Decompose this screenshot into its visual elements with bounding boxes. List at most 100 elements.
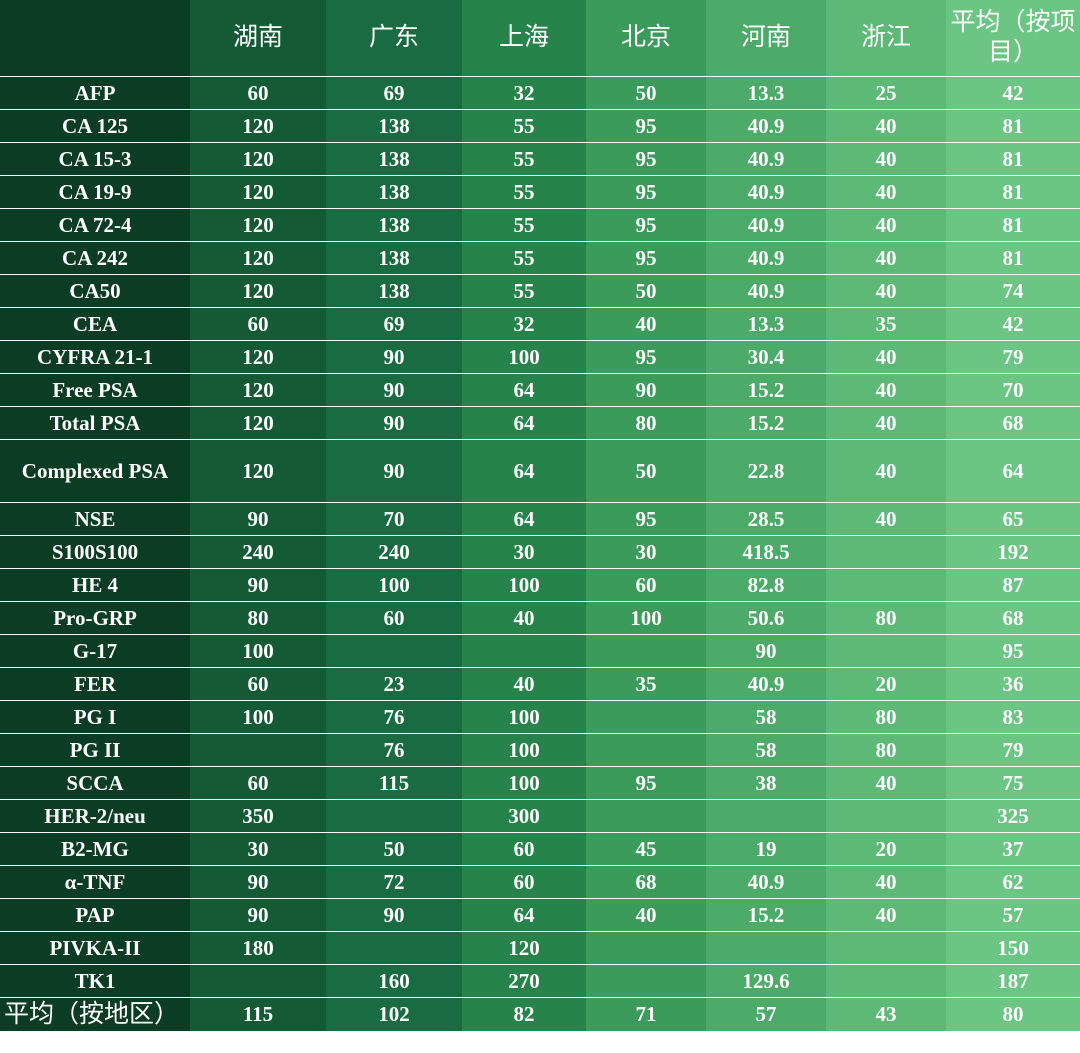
table-row: α-TNF 90 72 60 68 40.9 40 62 xyxy=(0,865,1080,899)
table-cell: 69 xyxy=(326,307,462,341)
row-label: NSE xyxy=(0,502,190,536)
table-cell: 40 xyxy=(826,406,946,440)
table-cell: 68 xyxy=(946,406,1080,440)
table-row: CA 72-4 120 138 55 95 40.9 40 81 xyxy=(0,208,1080,242)
table-cell: 40.9 xyxy=(706,175,826,209)
table-cell: 138 xyxy=(326,274,462,308)
table-cell: 58 xyxy=(706,700,826,734)
table-row: G-17 100 90 95 xyxy=(0,634,1080,668)
table-cell: 76 xyxy=(326,700,462,734)
table-cell: 55 xyxy=(462,109,586,143)
table-cell: 69 xyxy=(326,76,462,110)
table-cell: 138 xyxy=(326,241,462,275)
table-cell: 42 xyxy=(946,307,1080,341)
table-cell: 50 xyxy=(586,439,706,503)
table-cell: 60 xyxy=(462,865,586,899)
table-cell xyxy=(586,700,706,734)
footer-row: 平均（按地区） 115 102 82 71 57 43 80 xyxy=(0,997,1080,1032)
table-cell: 40.9 xyxy=(706,208,826,242)
table-cell: 40.9 xyxy=(706,274,826,308)
table-cell: 68 xyxy=(586,865,706,899)
table-cell: 40.9 xyxy=(706,241,826,275)
table-cell xyxy=(190,964,326,998)
table-cell: 30 xyxy=(462,535,586,569)
row-label: PG II xyxy=(0,733,190,767)
table-cell: 40 xyxy=(826,766,946,800)
table-cell: 45 xyxy=(586,832,706,866)
table-cell: 95 xyxy=(586,340,706,374)
table-cell: 19 xyxy=(706,832,826,866)
table-cell: 90 xyxy=(326,373,462,407)
row-label: CEA xyxy=(0,307,190,341)
table-cell: 80 xyxy=(826,601,946,635)
footer-cell: 43 xyxy=(826,997,946,1032)
table-cell: 40 xyxy=(826,439,946,503)
table-row: Total PSA 120 90 64 80 15.2 40 68 xyxy=(0,406,1080,440)
table-cell: 138 xyxy=(326,175,462,209)
table-cell xyxy=(586,634,706,668)
table-row: CEA 60 69 32 40 13.3 35 42 xyxy=(0,307,1080,341)
table-cell: 82.8 xyxy=(706,568,826,602)
table-cell: 40 xyxy=(826,340,946,374)
footer-cell: 57 xyxy=(706,997,826,1032)
row-label: CA50 xyxy=(0,274,190,308)
table-row: CA 15-3 120 138 55 95 40.9 40 81 xyxy=(0,142,1080,176)
table-cell: 40 xyxy=(586,898,706,932)
table-cell xyxy=(326,799,462,833)
table-cell: 42 xyxy=(946,76,1080,110)
table-cell: 55 xyxy=(462,274,586,308)
row-label: α-TNF xyxy=(0,865,190,899)
row-label: HE 4 xyxy=(0,568,190,602)
table-cell: 90 xyxy=(326,406,462,440)
table-cell xyxy=(326,634,462,668)
table-row: CA50 120 138 55 50 40.9 40 74 xyxy=(0,274,1080,308)
header-shanghai: 上海 xyxy=(462,0,586,77)
header-henan: 河南 xyxy=(706,0,826,77)
row-label: S100S100 xyxy=(0,535,190,569)
table-cell xyxy=(326,931,462,965)
table-cell: 90 xyxy=(326,898,462,932)
row-label: HER-2/neu xyxy=(0,799,190,833)
table-cell: 22.8 xyxy=(706,439,826,503)
table-cell: 138 xyxy=(326,208,462,242)
table-cell: 57 xyxy=(946,898,1080,932)
table-cell: 36 xyxy=(946,667,1080,701)
table-cell: 40 xyxy=(586,307,706,341)
table-cell: 70 xyxy=(946,373,1080,407)
table-cell: 40 xyxy=(826,175,946,209)
footer-cell: 115 xyxy=(190,997,326,1032)
footer-cell: 71 xyxy=(586,997,706,1032)
table-cell: 64 xyxy=(462,898,586,932)
table-cell: 40.9 xyxy=(706,109,826,143)
table-cell: 120 xyxy=(190,340,326,374)
row-label: PIVKA-II xyxy=(0,931,190,965)
table-cell: 81 xyxy=(946,109,1080,143)
table-cell: 100 xyxy=(190,700,326,734)
table-cell: 30.4 xyxy=(706,340,826,374)
row-label: PAP xyxy=(0,898,190,932)
table-row: PIVKA-II 180 120 150 xyxy=(0,931,1080,965)
table-row: CA 19-9 120 138 55 95 40.9 40 81 xyxy=(0,175,1080,209)
table-row: CYFRA 21-1 120 90 100 95 30.4 40 79 xyxy=(0,340,1080,374)
row-label: AFP xyxy=(0,76,190,110)
table-cell: 120 xyxy=(190,241,326,275)
table-cell: 55 xyxy=(462,142,586,176)
table-row: CA 242 120 138 55 95 40.9 40 81 xyxy=(0,241,1080,275)
table-row: NSE 90 70 64 95 28.5 40 65 xyxy=(0,502,1080,536)
table-cell: 40.9 xyxy=(706,142,826,176)
table-cell: 50 xyxy=(326,832,462,866)
table-cell: 90 xyxy=(586,373,706,407)
table-cell xyxy=(826,568,946,602)
table-cell: 64 xyxy=(462,406,586,440)
table-cell: 65 xyxy=(946,502,1080,536)
table-cell: 120 xyxy=(190,208,326,242)
row-label: CA 72-4 xyxy=(0,208,190,242)
table-cell: 64 xyxy=(462,373,586,407)
table-cell: 40 xyxy=(826,109,946,143)
table-cell: 64 xyxy=(462,439,586,503)
table-cell xyxy=(826,931,946,965)
table-cell: 120 xyxy=(190,274,326,308)
table-cell: 60 xyxy=(190,667,326,701)
table-cell xyxy=(826,634,946,668)
